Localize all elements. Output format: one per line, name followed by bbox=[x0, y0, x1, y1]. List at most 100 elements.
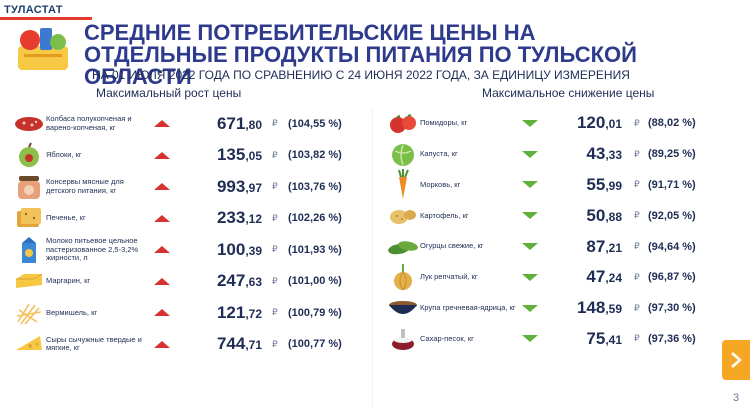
rise-row: Сыры сычужные твердые и мягкие, кг 744,7… bbox=[12, 329, 362, 361]
fall-row: Помидоры, кг 120,01 ₽ (88,02 %) bbox=[386, 108, 722, 139]
ruble-icon: ₽ bbox=[272, 118, 278, 129]
percent-value: (100,79 %) bbox=[288, 306, 342, 319]
cucumber-icon bbox=[388, 240, 418, 254]
price-value: 135,05 bbox=[216, 145, 262, 165]
carrot-icon bbox=[398, 169, 409, 199]
arrow-up-icon bbox=[154, 246, 170, 254]
price-value: 50,88 bbox=[586, 205, 622, 225]
price-value: 247,63 bbox=[216, 271, 262, 291]
ruble-icon: ₽ bbox=[272, 244, 278, 255]
ruble-icon: ₽ bbox=[272, 307, 278, 318]
rise-row: Печенье, кг 233,12 ₽ (102,26 %) bbox=[12, 203, 362, 235]
price-value: 121,72 bbox=[216, 302, 262, 322]
page-subtitle: НА 01 ИЮЛЯ 2022 ГОДА ПО СРАВНЕНИЮ С 24 И… bbox=[92, 68, 630, 82]
ruble-icon: ₽ bbox=[634, 302, 640, 313]
fall-row: Сахар-песок, кг 75,41 ₽ (97,36 %) bbox=[386, 324, 722, 355]
apple-icon bbox=[19, 142, 39, 168]
arrow-down-icon bbox=[522, 304, 538, 312]
product-label: Капуста, кг bbox=[420, 148, 458, 158]
price-value: 233,12 bbox=[216, 208, 262, 228]
potato-icon bbox=[390, 209, 416, 224]
fall-row: Картофель, кг 50,88 ₽ (92,05 %) bbox=[386, 200, 722, 231]
percent-value: (97,36 %) bbox=[648, 332, 696, 345]
percent-value: (104,55 %) bbox=[288, 117, 342, 130]
product-label: Картофель, кг bbox=[420, 210, 469, 220]
arrow-down-icon bbox=[522, 119, 538, 127]
percent-value: (103,82 %) bbox=[288, 149, 342, 162]
baby-food-jar-icon bbox=[18, 175, 40, 199]
product-label: Сахар-песок, кг bbox=[420, 333, 474, 343]
product-label: Вермишель, кг bbox=[46, 307, 98, 317]
rise-row: Маргарин, кг 247,63 ₽ (101,00 %) bbox=[12, 266, 362, 298]
ruble-icon: ₽ bbox=[634, 241, 640, 252]
product-label: Крупа гречневая-ядрица, кг bbox=[420, 302, 516, 312]
product-label: Консервы мясные для детского питания, кг bbox=[46, 177, 124, 195]
rise-list: Колбаса полукопченая и варено-копченая, … bbox=[12, 108, 362, 360]
product-label: Молоко питьевое цельное пастеризованное … bbox=[46, 236, 139, 262]
product-label: Яблоки, кг bbox=[46, 150, 82, 159]
rise-row: Колбаса полукопченая и варено-копченая, … bbox=[12, 108, 362, 140]
buckwheat-bowl-icon bbox=[389, 301, 417, 315]
arrow-down-icon bbox=[522, 273, 538, 281]
ruble-icon: ₽ bbox=[272, 181, 278, 192]
product-label: Колбаса полукопченая и варено-копченая, … bbox=[46, 114, 132, 132]
percent-value: (102,26 %) bbox=[288, 212, 342, 225]
price-value: 148,59 bbox=[576, 298, 622, 318]
price-value: 993,97 bbox=[216, 176, 262, 196]
price-value: 671,80 bbox=[216, 113, 262, 133]
next-slide-button[interactable] bbox=[722, 340, 750, 380]
arrow-down-icon bbox=[522, 181, 538, 189]
fall-row: Морковь, кг 55,99 ₽ (91,71 %) bbox=[386, 169, 722, 201]
sausage-icon bbox=[15, 116, 43, 131]
page-number: 3 bbox=[733, 392, 740, 404]
fall-list: Помидоры, кг 120,01 ₽ (88,02 %) Капуста,… bbox=[386, 108, 722, 354]
ruble-icon: ₽ bbox=[272, 149, 278, 160]
percent-value: (92,05 %) bbox=[648, 209, 696, 222]
arrow-up-icon bbox=[154, 151, 170, 159]
cabbage-icon bbox=[392, 144, 414, 167]
ruble-icon: ₽ bbox=[634, 271, 640, 282]
arrow-up-icon bbox=[154, 309, 170, 317]
rise-heading: Максимальный рост цены bbox=[96, 86, 242, 100]
rise-row: Яблоки, кг 135,05 ₽ (103,82 %) bbox=[12, 140, 362, 172]
brand-logo-text: ТУЛАСТАТ bbox=[4, 4, 63, 16]
percent-value: (94,64 %) bbox=[648, 240, 696, 253]
milk-carton-icon bbox=[22, 236, 36, 263]
arrow-down-icon bbox=[522, 212, 538, 220]
column-divider bbox=[372, 108, 373, 408]
product-label: Огурцы свежие, кг bbox=[420, 241, 484, 251]
brand-accent-bar bbox=[0, 17, 92, 20]
cheese-icon bbox=[16, 336, 42, 351]
price-value: 43,33 bbox=[586, 144, 622, 164]
product-label: Помидоры, кг bbox=[420, 118, 468, 128]
percent-value: (89,25 %) bbox=[648, 148, 696, 161]
fall-row: Крупа гречневая-ядрица, кг 148,59 ₽ (97,… bbox=[386, 293, 722, 324]
arrow-up-icon bbox=[154, 214, 170, 222]
ruble-icon: ₽ bbox=[272, 338, 278, 349]
price-value: 120,01 bbox=[576, 113, 622, 133]
product-label: Печенье, кг bbox=[46, 213, 86, 222]
fall-heading: Максимальное снижение цены bbox=[482, 86, 655, 100]
product-label: Сыры сычужные твердые и мягкие, кг bbox=[46, 334, 142, 353]
rise-row: Вермишель, кг 121,72 ₽ (100,79 %) bbox=[12, 297, 362, 329]
price-value: 47,24 bbox=[586, 267, 622, 287]
price-value: 100,39 bbox=[216, 239, 262, 259]
product-label: Морковь, кг bbox=[420, 179, 461, 189]
ruble-icon: ₽ bbox=[634, 148, 640, 159]
cookies-icon bbox=[17, 208, 41, 228]
vermicelli-icon bbox=[16, 303, 42, 325]
price-value: 55,99 bbox=[586, 174, 622, 194]
percent-value: (101,00 %) bbox=[288, 275, 342, 288]
product-label: Маргарин, кг bbox=[46, 276, 91, 285]
rise-row: Молоко питьевое цельное пастеризованное … bbox=[12, 234, 362, 266]
arrow-up-icon bbox=[154, 277, 170, 285]
percent-value: (91,71 %) bbox=[648, 178, 696, 191]
percent-value: (101,93 %) bbox=[288, 243, 342, 256]
arrow-up-icon bbox=[154, 183, 170, 191]
arrow-up-icon bbox=[154, 340, 170, 348]
product-label: Лук репчатый, кг bbox=[420, 272, 478, 282]
margarine-icon bbox=[16, 273, 43, 289]
sugar-icon bbox=[392, 328, 414, 350]
price-value: 87,21 bbox=[586, 236, 622, 256]
tomato-icon bbox=[390, 114, 416, 134]
